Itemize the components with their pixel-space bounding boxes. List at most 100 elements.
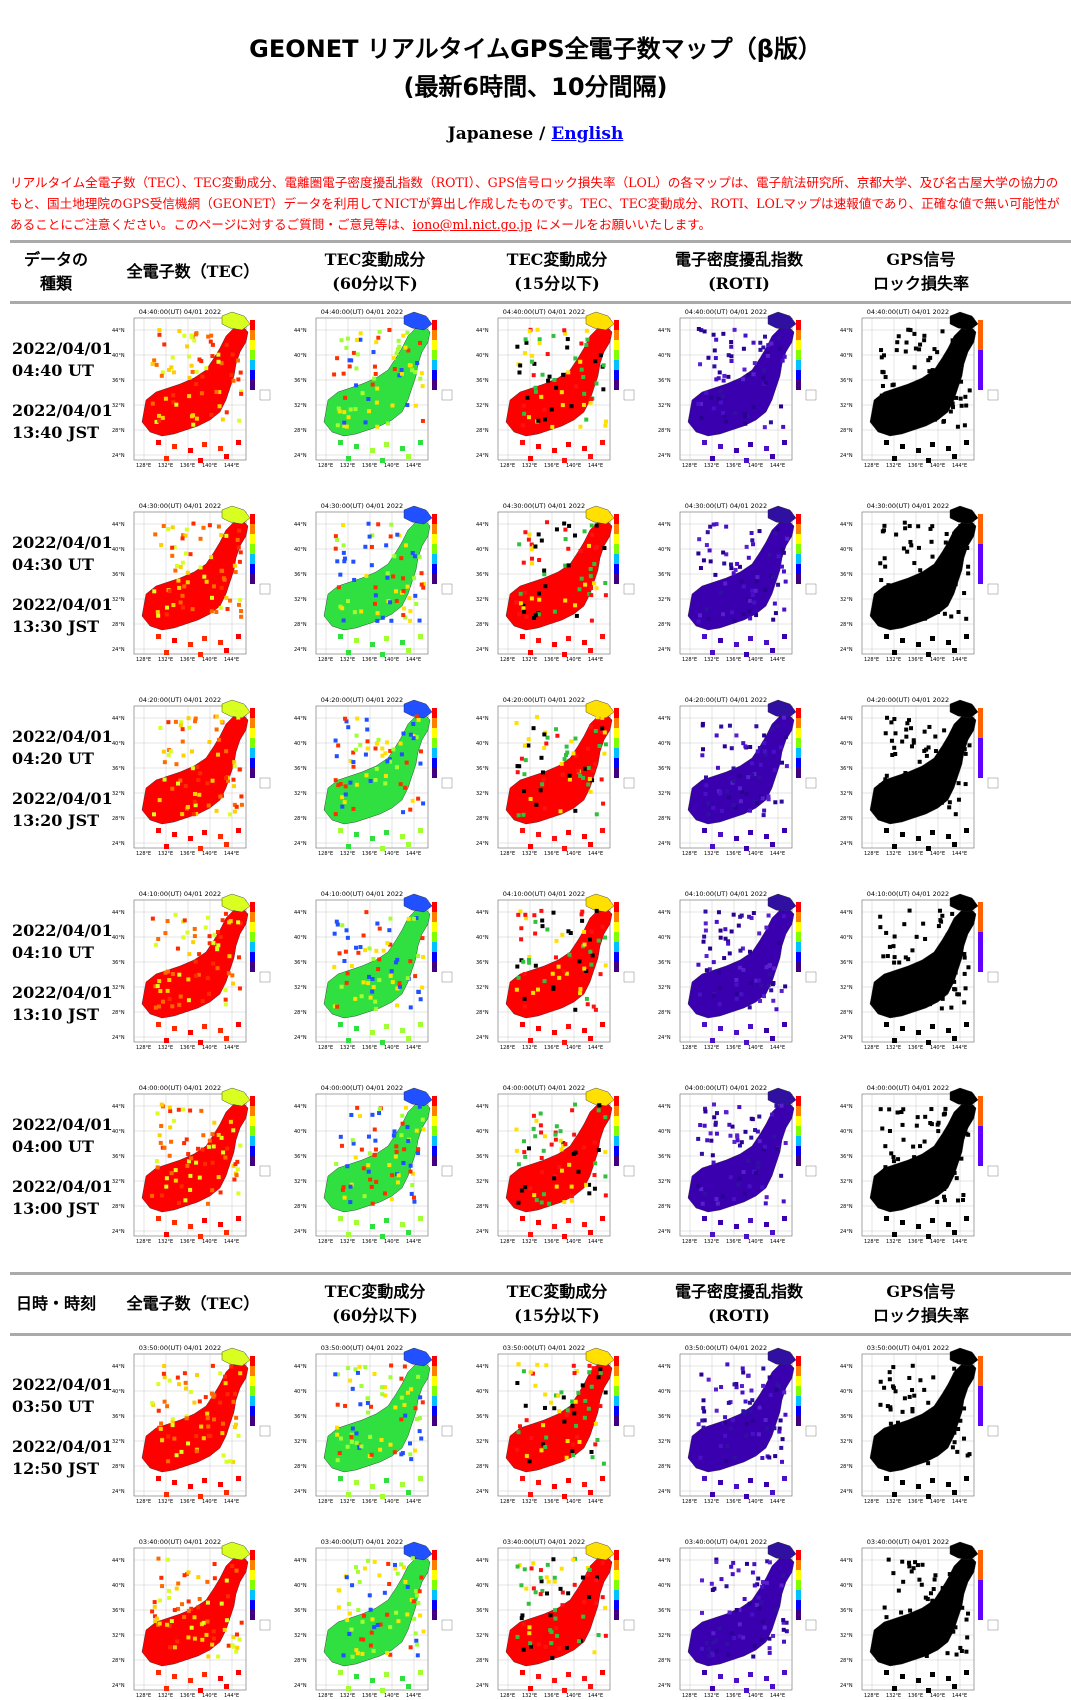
- map-figure: 04:40:00(UT) 04/01 2022 44°N 40°N 36°N 32°N 2…: [658, 308, 817, 468]
- lat-label: 32°N: [476, 1179, 489, 1185]
- lon-label: 136°E: [362, 1499, 377, 1504]
- lon-label: 144°E: [952, 1045, 967, 1050]
- map-figure: 03:40:00(UT) 04/01 2022 44°N 40°N 36°N 32°N 2…: [112, 1538, 271, 1698]
- lon-label: 136°E: [544, 851, 559, 856]
- lon-label: 144°E: [406, 851, 421, 856]
- lon-label: 144°E: [224, 1045, 239, 1050]
- lat-label: 24°N: [112, 1683, 125, 1689]
- tec-60min-map[interactable]: 04:40:00(UT) 04/01 2022 44°N 40°N 36°N 32°N 2…: [292, 308, 454, 468]
- lol-map[interactable]: 04:40:00(UT) 04/01 2022 44°N 40°N 36°N 32°N 2…: [838, 308, 1000, 468]
- map-title: 03:50:00(UT) 04/01 2022: [321, 1344, 403, 1352]
- map-title: 04:30:00(UT) 04/01 2022: [503, 502, 585, 510]
- lat-label: 36°N: [476, 766, 489, 772]
- lon-label: 144°E: [224, 1499, 239, 1504]
- tec-60min-map[interactable]: 04:10:00(UT) 04/01 2022 44°N 40°N 36°N 32°N 2…: [292, 890, 454, 1050]
- map-figure: 04:40:00(UT) 04/01 2022 44°N 40°N 36°N 32°N 2…: [294, 308, 453, 468]
- tec-15min-map[interactable]: 04:00:00(UT) 04/01 2022 44°N 40°N 36°N 32°N 2…: [474, 1084, 636, 1244]
- lon-label: 144°E: [224, 1693, 239, 1698]
- lol-map[interactable]: 04:20:00(UT) 04/01 2022 44°N 40°N 36°N 32°N 2…: [838, 696, 1000, 856]
- tec-map[interactable]: 04:00:00(UT) 04/01 2022 44°N 40°N 36°N 32°N 2…: [110, 1084, 272, 1244]
- lon-label: 132°E: [704, 657, 719, 662]
- lat-label: 28°N: [294, 816, 307, 822]
- lol-map[interactable]: 03:50:00(UT) 04/01 2022 44°N 40°N 36°N 32°N 2…: [838, 1344, 1000, 1504]
- lat-label: 36°N: [112, 572, 125, 578]
- lon-label: 132°E: [886, 1045, 901, 1050]
- map-title: 04:20:00(UT) 04/01 2022: [867, 696, 949, 704]
- lat-label: 36°N: [294, 1414, 307, 1420]
- lon-label: 132°E: [886, 463, 901, 468]
- lat-label: 32°N: [294, 597, 307, 603]
- roti-map[interactable]: 04:40:00(UT) 04/01 2022 44°N 40°N 36°N 32°N 2…: [656, 308, 818, 468]
- lon-label: 140°E: [384, 851, 399, 856]
- colorbar: [250, 1550, 255, 1620]
- lon-label: 140°E: [566, 1693, 581, 1698]
- lat-label: 28°N: [840, 1204, 853, 1210]
- contact-email-link[interactable]: iono@ml.nict.go.jp: [412, 217, 533, 232]
- tec-15min-map[interactable]: 04:40:00(UT) 04/01 2022 44°N 40°N 36°N 32°N 2…: [474, 308, 636, 468]
- lon-label: 128°E: [682, 851, 697, 856]
- lol-map[interactable]: 03:40:00(UT) 04/01 2022 44°N 40°N 36°N 32°N 2…: [838, 1538, 1000, 1698]
- lat-label: 40°N: [476, 1129, 489, 1135]
- tec-15min-map[interactable]: 04:30:00(UT) 04/01 2022 44°N 40°N 36°N 32°N 2…: [474, 502, 636, 662]
- map-title: 04:10:00(UT) 04/01 2022: [685, 890, 767, 898]
- lat-label: 28°N: [658, 1658, 671, 1664]
- map-title: 04:30:00(UT) 04/01 2022: [139, 502, 221, 510]
- lon-label: 128°E: [500, 851, 515, 856]
- tec-15min-map[interactable]: 03:50:00(UT) 04/01 2022 44°N 40°N 36°N 32°N 2…: [474, 1344, 636, 1504]
- lat-label: 32°N: [476, 1633, 489, 1639]
- colorbar: [978, 708, 983, 778]
- lol-map[interactable]: 04:10:00(UT) 04/01 2022 44°N 40°N 36°N 32°N 2…: [838, 890, 1000, 1050]
- jst-time: 2022/04/01 13:30 JST: [12, 595, 113, 636]
- colorbar: [614, 1356, 619, 1426]
- lon-label: 136°E: [908, 1045, 923, 1050]
- lon-label: 136°E: [180, 1239, 195, 1244]
- lang-japanese-label: Japanese /: [447, 124, 552, 144]
- tec-60min-map[interactable]: 03:40:00(UT) 04/01 2022 44°N 40°N 36°N 32°N 2…: [292, 1538, 454, 1698]
- roti-map[interactable]: 04:30:00(UT) 04/01 2022 44°N 40°N 36°N 32°N 2…: [656, 502, 818, 662]
- english-link[interactable]: English: [551, 124, 624, 144]
- lat-label: 32°N: [112, 1179, 125, 1185]
- lon-label: 136°E: [908, 463, 923, 468]
- lon-label: 128°E: [136, 1499, 151, 1504]
- colorbar: [432, 902, 437, 972]
- lon-label: 128°E: [500, 1239, 515, 1244]
- tec-15min-map[interactable]: 03:40:00(UT) 04/01 2022 44°N 40°N 36°N 32°N 2…: [474, 1538, 636, 1698]
- lol-map[interactable]: 04:00:00(UT) 04/01 2022 44°N 40°N 36°N 32°N 2…: [838, 1084, 1000, 1244]
- roti-map[interactable]: 04:10:00(UT) 04/01 2022 44°N 40°N 36°N 32°N 2…: [656, 890, 818, 1050]
- colorbar: [614, 1096, 619, 1166]
- roti-map[interactable]: 04:20:00(UT) 04/01 2022 44°N 40°N 36°N 32°N 2…: [656, 696, 818, 856]
- tec-60min-map[interactable]: 04:20:00(UT) 04/01 2022 44°N 40°N 36°N 32°N 2…: [292, 696, 454, 856]
- lon-label: 144°E: [770, 657, 785, 662]
- roti-map[interactable]: 03:50:00(UT) 04/01 2022 44°N 40°N 36°N 32°N 2…: [656, 1344, 818, 1504]
- tec-15min-map[interactable]: 04:20:00(UT) 04/01 2022 44°N 40°N 36°N 32°N 2…: [474, 696, 636, 856]
- tec-map[interactable]: 04:10:00(UT) 04/01 2022 44°N 40°N 36°N 32°N 2…: [110, 890, 272, 1050]
- lon-label: 140°E: [930, 1239, 945, 1244]
- tec-60min-map[interactable]: 04:00:00(UT) 04/01 2022 44°N 40°N 36°N 32°N 2…: [292, 1084, 454, 1244]
- tec-map[interactable]: 04:20:00(UT) 04/01 2022 44°N 40°N 36°N 32°N 2…: [110, 696, 272, 856]
- map-title: 03:40:00(UT) 04/01 2022: [503, 1538, 585, 1546]
- tec-15min-map[interactable]: 04:10:00(UT) 04/01 2022 44°N 40°N 36°N 32°N 2…: [474, 890, 636, 1050]
- roti-map[interactable]: 04:00:00(UT) 04/01 2022 44°N 40°N 36°N 32°N 2…: [656, 1084, 818, 1244]
- tec-map[interactable]: 04:40:00(UT) 04/01 2022 44°N 40°N 36°N 32°N 2…: [110, 308, 272, 468]
- lat-label: 24°N: [476, 1489, 489, 1495]
- map-figure: 03:50:00(UT) 04/01 2022 44°N 40°N 36°N 32°N 2…: [658, 1344, 817, 1504]
- ut-time: 2022/04/01 04:00 UT: [12, 1115, 113, 1156]
- tec-map[interactable]: 03:50:00(UT) 04/01 2022 44°N 40°N 36°N 32°N 2…: [110, 1344, 272, 1504]
- lon-label: 140°E: [748, 1045, 763, 1050]
- page-title: GEONET リアルタイムGPS全電子数マップ（β版） (最新6時間、10分間隔…: [0, 30, 1071, 106]
- tec-60min-map[interactable]: 04:30:00(UT) 04/01 2022 44°N 40°N 36°N 32°N 2…: [292, 502, 454, 662]
- tec-map[interactable]: 03:40:00(UT) 04/01 2022 44°N 40°N 36°N 32°N 2…: [110, 1538, 272, 1698]
- lat-label: 32°N: [476, 985, 489, 991]
- lat-label: 44°N: [476, 716, 489, 722]
- colorbar: [796, 320, 801, 390]
- tec-map[interactable]: 04:30:00(UT) 04/01 2022 44°N 40°N 36°N 32°N 2…: [110, 502, 272, 662]
- lat-label: 36°N: [112, 1154, 125, 1160]
- map-title: 04:20:00(UT) 04/01 2022: [685, 696, 767, 704]
- data-region: [687, 907, 795, 1019]
- lat-label: 24°N: [294, 1035, 307, 1041]
- lol-map[interactable]: 04:30:00(UT) 04/01 2022 44°N 40°N 36°N 32°N 2…: [838, 502, 1000, 662]
- roti-map[interactable]: 03:40:00(UT) 04/01 2022 44°N 40°N 36°N 32°N 2…: [656, 1538, 818, 1698]
- lat-label: 28°N: [112, 1658, 125, 1664]
- tec-60min-map[interactable]: 03:50:00(UT) 04/01 2022 44°N 40°N 36°N 32°N 2…: [292, 1344, 454, 1504]
- lon-label: 132°E: [522, 1045, 537, 1050]
